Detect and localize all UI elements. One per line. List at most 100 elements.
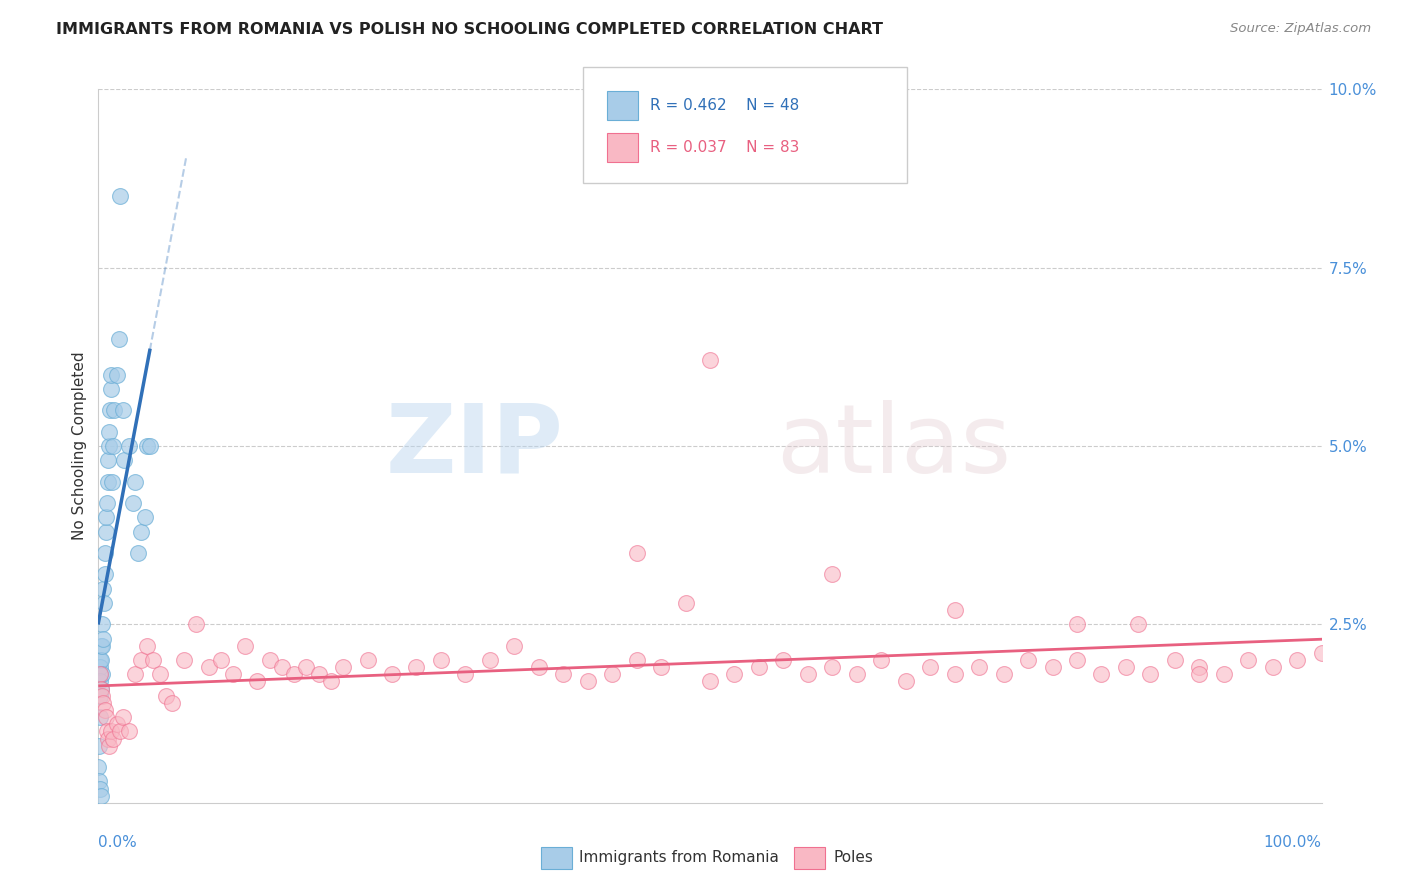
Point xyxy=(96,496,118,510)
Point xyxy=(98,425,121,439)
Text: 0.0%: 0.0% xyxy=(98,836,138,850)
Text: ZIP: ZIP xyxy=(385,400,564,492)
Point xyxy=(246,674,269,689)
Point xyxy=(89,667,111,681)
Point xyxy=(1310,646,1333,660)
Point xyxy=(105,368,128,382)
Point xyxy=(527,660,550,674)
Point xyxy=(478,653,501,667)
Point xyxy=(136,639,159,653)
Point xyxy=(405,660,427,674)
Point xyxy=(1115,660,1137,674)
Point xyxy=(723,667,745,681)
Point xyxy=(87,760,110,774)
Point xyxy=(105,717,128,731)
Point xyxy=(993,667,1015,681)
Point xyxy=(845,667,868,681)
Point xyxy=(121,496,143,510)
Point xyxy=(89,674,111,689)
Point xyxy=(356,653,378,667)
Point xyxy=(1286,653,1309,667)
Point xyxy=(748,660,770,674)
Point xyxy=(87,774,110,789)
Point xyxy=(139,439,162,453)
Point xyxy=(90,789,112,803)
Point xyxy=(89,667,111,681)
Point xyxy=(124,475,146,489)
Point xyxy=(821,567,844,582)
Point xyxy=(98,403,121,417)
Point xyxy=(1188,660,1211,674)
Point xyxy=(626,546,648,560)
Point xyxy=(142,653,165,667)
Point xyxy=(90,639,112,653)
Point xyxy=(650,660,672,674)
Text: Poles: Poles xyxy=(834,850,873,864)
Point xyxy=(101,475,124,489)
Point xyxy=(97,475,120,489)
Point xyxy=(772,653,794,667)
Point xyxy=(1128,617,1150,632)
Point xyxy=(222,667,245,681)
Point xyxy=(129,653,152,667)
Point xyxy=(894,674,917,689)
Point xyxy=(97,453,120,467)
Point xyxy=(503,639,526,653)
Point xyxy=(797,667,820,681)
Point xyxy=(675,596,697,610)
Text: atlas: atlas xyxy=(776,400,1011,492)
Point xyxy=(209,653,232,667)
Point xyxy=(111,710,134,724)
Point xyxy=(173,653,195,667)
Point xyxy=(160,696,183,710)
Point xyxy=(1212,667,1234,681)
Point xyxy=(89,710,111,724)
Point xyxy=(97,731,120,746)
Point xyxy=(89,781,111,796)
Point xyxy=(1017,653,1039,667)
Point xyxy=(1042,660,1064,674)
Point xyxy=(108,332,131,346)
Point xyxy=(100,368,122,382)
Point xyxy=(1090,667,1112,681)
Point xyxy=(94,710,117,724)
Point xyxy=(93,596,115,610)
Point xyxy=(308,667,330,681)
Point xyxy=(136,439,159,453)
Point xyxy=(91,617,114,632)
Y-axis label: No Schooling Completed: No Schooling Completed xyxy=(72,351,87,541)
Point xyxy=(626,653,648,667)
Point xyxy=(319,674,342,689)
Point xyxy=(97,439,120,453)
Text: 100.0%: 100.0% xyxy=(1264,836,1322,850)
Point xyxy=(197,660,219,674)
Point xyxy=(127,546,149,560)
Point xyxy=(89,653,111,667)
Point xyxy=(96,510,118,524)
Point xyxy=(134,510,156,524)
Point xyxy=(93,567,115,582)
Point xyxy=(110,189,132,203)
Point xyxy=(1066,653,1088,667)
Point xyxy=(1139,667,1161,681)
Point xyxy=(94,546,117,560)
Text: Source: ZipAtlas.com: Source: ZipAtlas.com xyxy=(1230,22,1371,36)
Point xyxy=(91,632,114,646)
Point xyxy=(124,667,146,681)
Point xyxy=(90,653,112,667)
Point xyxy=(96,724,118,739)
Point xyxy=(943,667,966,681)
Point xyxy=(821,660,844,674)
Point xyxy=(91,639,114,653)
Point xyxy=(332,660,354,674)
Point xyxy=(91,689,114,703)
Point xyxy=(155,689,177,703)
Text: R = 0.037    N = 83: R = 0.037 N = 83 xyxy=(650,140,799,154)
Text: R = 0.462    N = 48: R = 0.462 N = 48 xyxy=(650,98,799,112)
Point xyxy=(118,724,141,739)
Point xyxy=(98,739,121,753)
Point xyxy=(454,667,477,681)
Point xyxy=(600,667,623,681)
Point xyxy=(186,617,208,632)
Point xyxy=(87,739,110,753)
